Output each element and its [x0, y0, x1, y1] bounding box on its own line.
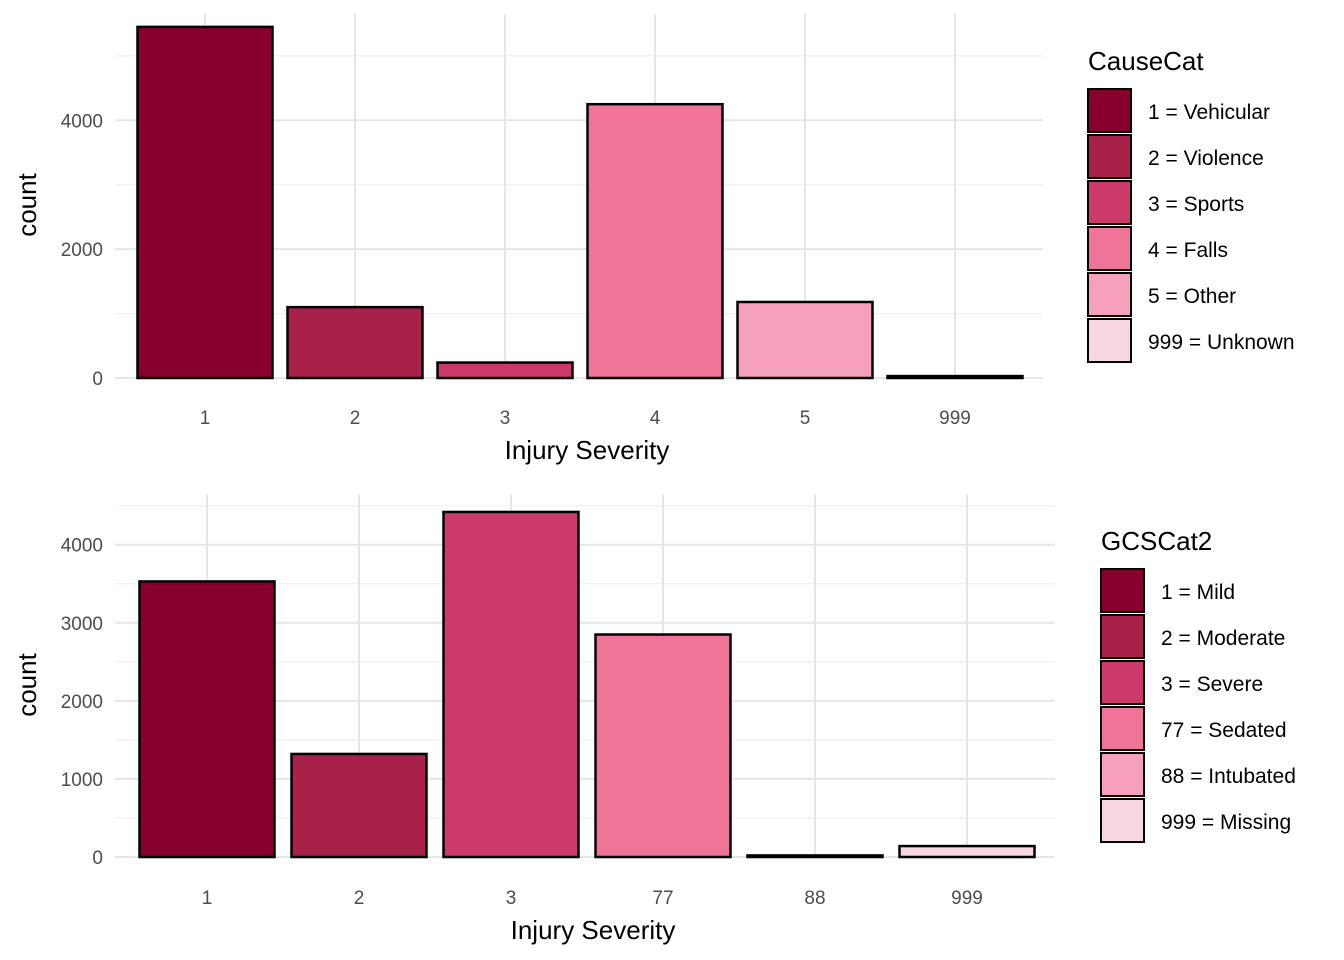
- bar-999: [898, 844, 1036, 859]
- bar-1: [138, 580, 276, 859]
- legend-title: GCSCat2: [1101, 526, 1212, 556]
- legend-label: 4 = Falls: [1148, 239, 1228, 262]
- x-tick-label: 3: [506, 888, 517, 909]
- bar-2: [290, 752, 428, 859]
- bar-77: [594, 633, 732, 859]
- bar-5: [736, 300, 874, 380]
- x-tick-label: 3: [500, 408, 511, 429]
- y-axis-title: count: [12, 172, 42, 236]
- legend-label: 5 = Other: [1148, 285, 1236, 308]
- legend-label: 88 = Intubated: [1161, 765, 1296, 788]
- bar-1: [136, 25, 274, 380]
- x-tick-label: 5: [800, 408, 811, 429]
- bar-999: [886, 374, 1024, 380]
- y-tick-label: 4000: [61, 536, 103, 557]
- x-tick-label: 2: [350, 408, 361, 429]
- legend: CauseCat 1 = Vehicular 2 = Violence 3 = Spo…: [1087, 46, 1295, 363]
- y-tick-label: 3000: [61, 614, 103, 635]
- bar-2: [286, 305, 424, 380]
- legend-swatch: [1087, 180, 1132, 225]
- legend-label: 999 = Missing: [1161, 811, 1291, 834]
- x-tick-label: 88: [804, 888, 825, 909]
- x-tick-label: 2: [354, 888, 365, 909]
- chart-gcs-category: 0 1000 2000 3000 4000 1 2 3 77 88 999 Injury Severi…: [12, 494, 1296, 945]
- legend-label: 3 = Sports: [1148, 193, 1244, 216]
- x-tick-label: 1: [200, 408, 211, 429]
- legend-swatch: [1100, 752, 1145, 797]
- y-axis-title: count: [12, 652, 42, 716]
- bar-3: [436, 361, 574, 380]
- legend-label: 2 = Violence: [1148, 147, 1264, 170]
- x-tick-label: 1: [202, 888, 213, 909]
- legend-swatch: [1087, 226, 1132, 271]
- legend-swatch: [1087, 88, 1132, 133]
- y-tick-label: 0: [92, 369, 103, 390]
- x-axis-title: Injury Severity: [505, 435, 670, 465]
- legend-label: 3 = Severe: [1161, 673, 1263, 696]
- legend-label: 2 = Moderate: [1161, 627, 1285, 650]
- legend-title: CauseCat: [1088, 46, 1204, 76]
- legend-swatch: [1100, 660, 1145, 705]
- bar-88: [746, 854, 884, 859]
- y-tick-label: 4000: [61, 111, 103, 132]
- legend-swatch: [1100, 706, 1145, 751]
- y-tick-label: 2000: [61, 240, 103, 261]
- y-tick-label: 0: [92, 848, 103, 869]
- x-tick-label: 4: [650, 408, 661, 429]
- chart-cause-category: 0 2000 4000 1 2 3 4 5 999 Injury Severity count Cau…: [12, 14, 1295, 465]
- legend-swatch: [1100, 798, 1145, 843]
- x-tick-label: 999: [951, 888, 983, 909]
- bar-3: [442, 510, 580, 859]
- legend-swatch: [1087, 272, 1132, 317]
- bar-4: [586, 102, 724, 380]
- legend-label: 77 = Sedated: [1161, 719, 1287, 742]
- x-tick-label: 999: [939, 408, 971, 429]
- legend-swatch: [1100, 568, 1145, 613]
- legend: GCSCat2 1 = Mild 2 = Moderate 3 = Severe 77 …: [1100, 526, 1296, 843]
- x-axis-title: Injury Severity: [511, 915, 676, 945]
- x-tick-label: 77: [652, 888, 673, 909]
- legend-swatch: [1100, 614, 1145, 659]
- legend-swatch: [1087, 318, 1132, 363]
- legend-swatch: [1087, 134, 1132, 179]
- y-tick-label: 2000: [61, 692, 103, 713]
- legend-label: 999 = Unknown: [1148, 331, 1295, 354]
- y-tick-label: 1000: [61, 770, 103, 791]
- legend-label: 1 = Vehicular: [1148, 101, 1270, 124]
- legend-label: 1 = Mild: [1161, 581, 1235, 604]
